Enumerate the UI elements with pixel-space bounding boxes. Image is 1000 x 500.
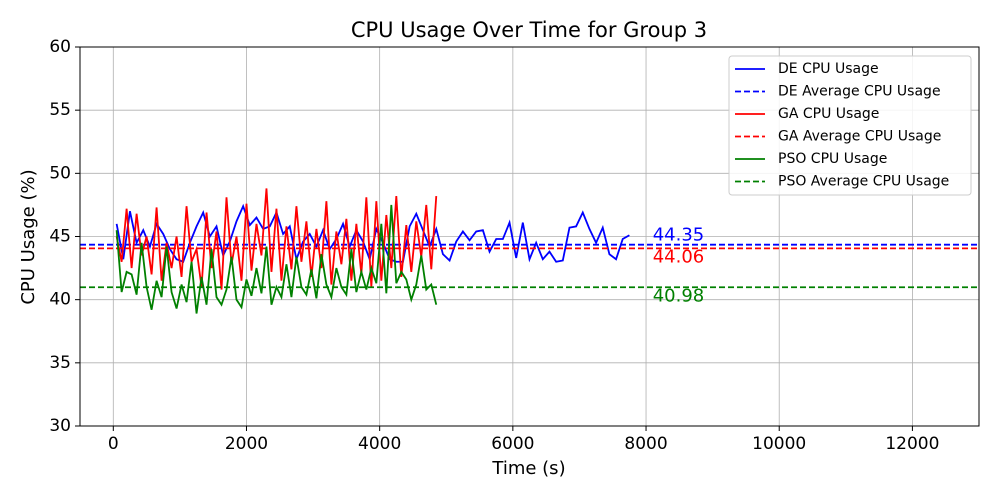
y-axis-label: CPU Usage (%): [18, 169, 39, 304]
legend-label: GA Average CPU Usage: [778, 129, 941, 145]
x-tick-label: 12000: [885, 434, 939, 454]
y-tick-label: 30: [49, 416, 71, 436]
legend-label: DE Average CPU Usage: [778, 84, 941, 100]
x-tick-label: 6000: [491, 434, 534, 454]
legend-label: GA CPU Usage: [778, 106, 879, 122]
x-tick-label: 8000: [624, 434, 667, 454]
y-tick-label: 55: [49, 100, 71, 120]
legend-label: DE CPU Usage: [778, 61, 879, 77]
x-tick-label: 2000: [225, 434, 268, 454]
x-tick-label: 4000: [358, 434, 401, 454]
legend-label: PSO CPU Usage: [778, 151, 887, 167]
line: [115, 204, 438, 314]
x-tick-label: 0: [108, 434, 119, 454]
y-tick-label: 45: [49, 227, 71, 247]
y-tick-label: 60: [49, 37, 71, 57]
y-tick-label: 50: [49, 163, 71, 183]
average-label: 44.06: [653, 246, 705, 267]
y-tick-label: 35: [49, 353, 71, 373]
average-label: 44.35: [653, 225, 705, 246]
x-axis-label: Time (s): [491, 458, 565, 479]
legend: DE CPU Usage DE Average CPU Usage GA CPU U…: [728, 55, 972, 196]
plot-frame: [79, 46, 980, 427]
y-tick-label: 40: [49, 290, 71, 310]
average-label: 40.98: [653, 285, 705, 306]
legend-box: [728, 55, 972, 196]
chart-title: CPU Usage Over Time for Group 3: [351, 18, 707, 42]
legend-label: PSO Average CPU Usage: [778, 174, 949, 190]
x-tick-label: 10000: [752, 434, 806, 454]
